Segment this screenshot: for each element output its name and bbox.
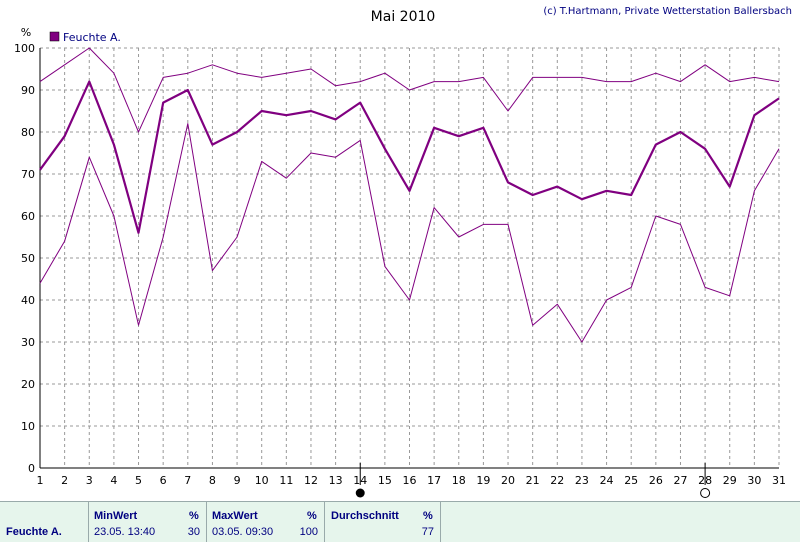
max-header: MaxWert xyxy=(212,510,258,522)
max-unit: % xyxy=(307,510,317,522)
stats-min-cell: MinWert % 23.05. 13:40 30 xyxy=(89,502,207,542)
humidity-chart: Mai 2010 (c) T.Hartmann, Private Wetters… xyxy=(14,6,792,498)
y-tick-label: 20 xyxy=(21,378,35,391)
x-tick-label: 30 xyxy=(747,474,761,487)
x-tick-label: 18 xyxy=(452,474,466,487)
x-tick-label: 29 xyxy=(723,474,737,487)
x-tick-label: 26 xyxy=(649,474,663,487)
x-tick-label: 12 xyxy=(304,474,318,487)
x-tick-label: 11 xyxy=(279,474,293,487)
avg-unit: % xyxy=(423,510,433,522)
avg-header: Durchschnitt xyxy=(331,510,399,522)
grid-layer xyxy=(40,47,780,468)
y-tick-label: 90 xyxy=(21,84,35,97)
new-moon-icon xyxy=(700,488,711,498)
x-tick-label: 9 xyxy=(234,474,241,487)
avg-value: 77 xyxy=(421,526,434,538)
y-tick-label: 40 xyxy=(21,294,35,307)
y-tick-label: 50 xyxy=(21,252,35,265)
x-tick-label: 8 xyxy=(209,474,216,487)
min-value: 30 xyxy=(187,526,200,538)
full-moon-icon xyxy=(355,488,365,498)
legend-label: Feuchte A. xyxy=(63,31,121,44)
y-tick-label: 100 xyxy=(14,42,35,55)
x-tick-label: 21 xyxy=(526,474,540,487)
x-tick-label: 3 xyxy=(86,474,93,487)
y-tick-label: 30 xyxy=(21,336,35,349)
x-tick-label: 31 xyxy=(772,474,786,487)
min-unit: % xyxy=(189,510,199,522)
y-tick-label: 0 xyxy=(28,462,35,475)
y-tick-label: 10 xyxy=(21,420,35,433)
max-timestamp: 03.05. 09:30 xyxy=(212,526,274,538)
y-tick-label: 60 xyxy=(21,210,35,223)
x-tick-label: 20 xyxy=(501,474,515,487)
min-timestamp: 23.05. 13:40 xyxy=(94,526,156,538)
y-tick-label: 80 xyxy=(21,126,35,139)
x-tick-label: 27 xyxy=(673,474,687,487)
x-tick-label: 17 xyxy=(427,474,441,487)
x-tick-label: 10 xyxy=(255,474,269,487)
x-tick-label: 24 xyxy=(600,474,614,487)
min-header: MinWert xyxy=(94,510,138,522)
y-axis-unit: % xyxy=(21,26,31,39)
x-tick-label: 15 xyxy=(378,474,392,487)
x-tick-label: 7 xyxy=(184,474,191,487)
legend-swatch xyxy=(49,31,60,42)
series-line-max xyxy=(39,47,780,133)
series-line-mean xyxy=(39,80,780,234)
x-tick-label: 6 xyxy=(160,474,167,487)
stats-row-label-cell: Feuchte A. xyxy=(0,502,89,542)
series-layer xyxy=(39,47,780,343)
max-value: 100 xyxy=(299,526,318,538)
x-tick-label: 16 xyxy=(403,474,417,487)
copyright-text: (c) T.Hartmann, Private Wetterstation Ba… xyxy=(543,6,792,17)
y-tick-label: 70 xyxy=(21,168,35,181)
x-tick-label: 19 xyxy=(476,474,490,487)
x-tick-label: 5 xyxy=(135,474,142,487)
stats-row-label: Feuchte A. xyxy=(6,526,62,538)
moon-marker-layer xyxy=(355,463,711,498)
x-tick-label: 23 xyxy=(575,474,589,487)
stats-max-cell: MaxWert % 03.05. 09:30 100 xyxy=(207,502,325,542)
x-tick-label: 22 xyxy=(550,474,564,487)
x-tick-label: 1 xyxy=(37,474,44,487)
stats-avg-cell: Durchschnitt % 77 xyxy=(325,502,441,542)
x-tick-label: 25 xyxy=(624,474,638,487)
series-line-min xyxy=(39,123,780,343)
x-tick-label: 13 xyxy=(329,474,343,487)
statistics-table: Feuchte A. MinWert % 23.05. 13:40 30 Max… xyxy=(0,501,800,542)
x-tick-label: 2 xyxy=(61,474,68,487)
x-tick-label: 4 xyxy=(110,474,117,487)
chart-title: Mai 2010 xyxy=(371,9,436,25)
